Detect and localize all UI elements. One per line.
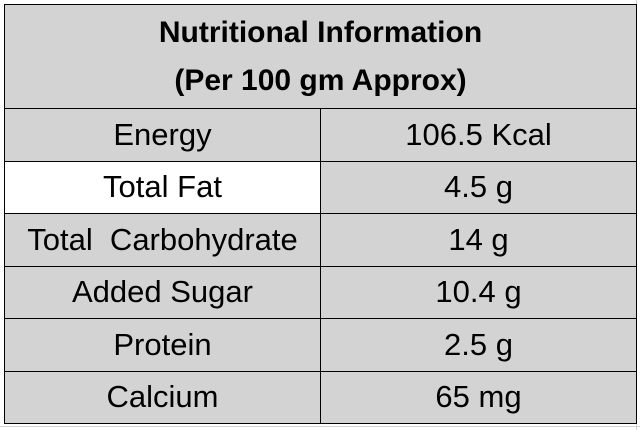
title-cell[interactable]: Nutritional Information (Per 100 gm Appr… [4,4,637,109]
row-value-added-sugar[interactable]: 10.4 g [320,265,637,319]
row-value-total-carbohydrate[interactable]: 14 g [320,213,637,267]
nutrition-table: Nutritional Information (Per 100 gm Appr… [4,4,637,424]
table-row: Energy 106.5 Kcal [4,108,637,162]
row-label-total-fat[interactable]: Total Fat [4,160,321,214]
row-label-energy[interactable]: Energy [4,108,321,162]
table-row: Added Sugar 10.4 g [4,265,637,319]
row-label-added-sugar[interactable]: Added Sugar [4,265,321,319]
table-row: Calcium 65 mg [4,370,637,424]
table-row: Total Carbohydrate 14 g [4,213,637,267]
row-label-calcium[interactable]: Calcium [4,370,321,424]
gridline-vertical [636,0,637,430]
table-row: Protein 2.5 g [4,318,637,372]
row-value-protein[interactable]: 2.5 g [320,318,637,372]
table-subtitle: (Per 100 gm Approx) [174,63,467,97]
table-row: Total Fat 4.5 g [4,160,637,214]
row-value-calcium[interactable]: 65 mg [320,370,637,424]
row-value-energy[interactable]: 106.5 Kcal [320,108,637,162]
title-row: Nutritional Information (Per 100 gm Appr… [4,4,637,109]
gridline-horizontal [0,426,640,427]
row-label-total-carbohydrate[interactable]: Total Carbohydrate [4,213,321,267]
table-title: Nutritional Information [158,15,483,49]
row-value-total-fat[interactable]: 4.5 g [320,160,637,214]
row-label-protein[interactable]: Protein [4,318,321,372]
